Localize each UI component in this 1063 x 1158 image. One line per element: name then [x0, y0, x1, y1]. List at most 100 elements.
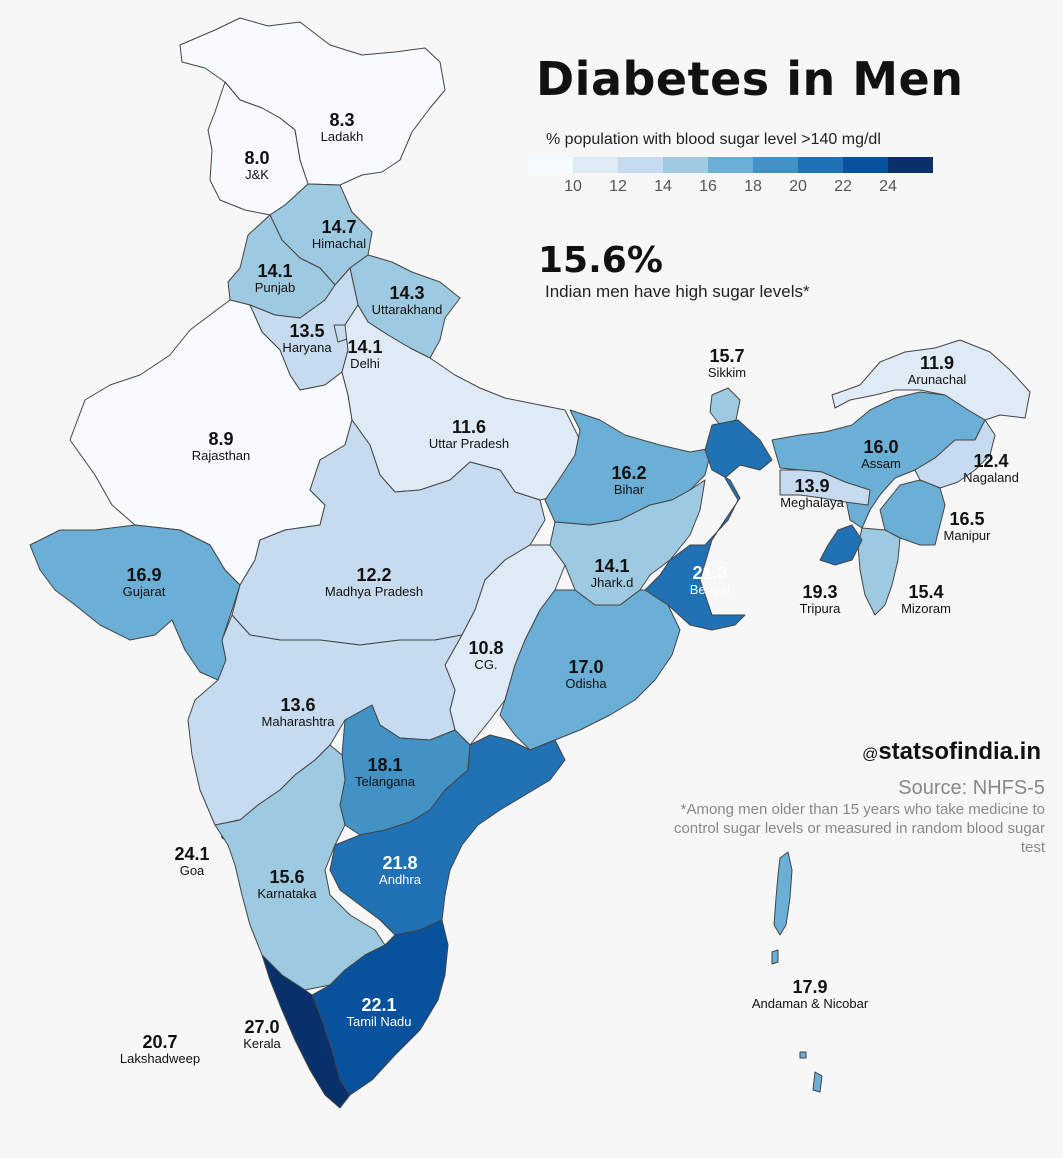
headline-value: 15.6%	[538, 240, 663, 281]
region-label: 14.7 Himachal	[312, 217, 366, 251]
region-value: 15.7	[709, 346, 745, 366]
region-label: 12.2 Madhya Pradesh	[325, 565, 423, 599]
region-kerala	[261, 954, 351, 1109]
region-value: 13.9	[794, 476, 830, 496]
region-label: 20.7 Lakshadweep	[120, 1032, 200, 1066]
region-nicobar-island-2	[799, 1051, 807, 1059]
region-label: 14.1 Jhark.d	[591, 556, 634, 590]
region-name: Telangana	[355, 774, 415, 789]
region-label: 15.7 Sikkim	[708, 346, 746, 380]
legend-tick-label: 20	[789, 178, 807, 195]
region-value: 15.4	[908, 582, 944, 602]
region-sikkim	[709, 387, 741, 426]
region-label: 15.4 Mizoram	[901, 582, 951, 616]
region-value: 11.6	[451, 417, 487, 437]
region-name: Uttarakhand	[371, 302, 443, 317]
region-label: 14.1 Delhi	[347, 337, 382, 371]
region-value: 15.6	[269, 867, 305, 887]
region-value: 16.2	[611, 463, 647, 483]
region-andaman-island-2	[771, 949, 779, 965]
region-value: 10.8	[468, 638, 504, 658]
region-name: Gujarat	[122, 584, 166, 599]
region-value: 21.3	[692, 563, 728, 583]
region-gujarat	[29, 524, 241, 681]
region-label: 8.9 Rajasthan	[192, 429, 251, 463]
region-name: Andaman & Nicobar	[751, 996, 869, 1011]
region-value: 16.0	[863, 437, 899, 457]
region-value: 13.6	[280, 695, 316, 715]
region-name: Karnataka	[257, 886, 317, 901]
legend-tick-label: 22	[834, 178, 852, 195]
region-value: 16.9	[126, 565, 162, 585]
legend-tick-label: 14	[654, 178, 672, 195]
region-name: Odisha	[565, 676, 607, 691]
region-name: Kerala	[243, 1036, 281, 1051]
region-label: 18.1 Telangana	[355, 755, 415, 789]
legend-swatch	[528, 157, 573, 173]
region-name: Mizoram	[901, 601, 951, 616]
region-name: Uttar Pradesh	[428, 436, 510, 451]
region-value: 22.1	[361, 995, 397, 1015]
region-label: 8.3 Ladakh	[321, 110, 364, 144]
legend-tick-label: 12	[609, 178, 627, 195]
region-label: 10.8 CG.	[468, 638, 503, 672]
region-nicobar	[812, 1071, 823, 1093]
region-label: 17.9 Andaman & Nicobar	[752, 977, 868, 1011]
region-value: 14.7	[321, 217, 357, 237]
region-value: 11.9	[919, 353, 955, 373]
legend-swatch	[798, 157, 843, 173]
region-value: 14.1	[594, 556, 630, 576]
region-label: 21.8 Andhra	[379, 853, 421, 887]
region-arunachal	[831, 339, 1031, 421]
credit-name: statsofindia.in	[878, 738, 1041, 765]
legend-tick-label: 24	[879, 178, 897, 195]
region-value: 8.3	[329, 110, 355, 130]
region-odisha	[499, 589, 681, 751]
map-title: Diabetes in Men	[536, 52, 964, 106]
region-label: 22.1 Tamil Nadu	[346, 995, 411, 1029]
region-name: Sikkim	[707, 365, 747, 380]
region-value: 17.0	[568, 657, 604, 677]
region-label: 11.9 Arunachal	[908, 353, 967, 387]
legend-swatch	[663, 157, 708, 173]
region-name: Meghalaya	[780, 495, 844, 510]
region-value: 14.3	[389, 283, 425, 303]
region-label: 14.1 Punjab	[255, 261, 295, 295]
legend-title: % population with blood sugar level >140…	[546, 131, 881, 148]
credit-handle: @statsofindia.in	[862, 738, 1041, 766]
region-name: Himachal	[311, 236, 367, 251]
source-text: Source: NHFS-5	[898, 777, 1045, 799]
region-label: 8.0 J&K	[244, 148, 269, 182]
region-label: 17.0 Odisha	[565, 657, 606, 691]
region-label: 21.3 Bengal	[690, 563, 730, 597]
region-label: 16.2 Bihar	[611, 463, 646, 497]
region-name: Tamil Nadu	[346, 1014, 412, 1029]
region-label: 27.0 Kerala	[243, 1017, 281, 1051]
region-label: 13.6 Maharashtra	[262, 695, 335, 729]
legend-color-scale	[528, 157, 933, 173]
region-value: 14.1	[257, 261, 293, 281]
region-value: 12.2	[356, 565, 392, 585]
region-name: Bengal	[689, 582, 731, 597]
legend-tick-label: 18	[744, 178, 762, 195]
region-label: 16.0 Assam	[861, 437, 901, 471]
region-label: 19.3 Tripura	[800, 582, 841, 616]
region-name: Arunachal	[907, 372, 967, 387]
region-name: Andhra	[379, 872, 421, 887]
region-name: Ladakh	[320, 129, 364, 144]
region-value: 17.9	[792, 977, 828, 997]
legend-swatch	[843, 157, 888, 173]
region-value: 16.5	[949, 509, 985, 529]
legend-ticks: 10 12 14 16 18 20 22 24	[528, 178, 933, 198]
region-mizoram	[857, 527, 901, 616]
region-label: 12.4 Nagaland	[963, 451, 1019, 485]
region-name: Delhi	[350, 356, 380, 371]
legend-swatch	[888, 157, 933, 173]
region-name: Jhark.d	[590, 575, 634, 590]
region-name: Manipur	[943, 528, 991, 543]
region-value: 13.5	[289, 321, 325, 341]
region-value: 24.1	[174, 844, 210, 864]
headline-text: Indian men have high sugar levels*	[545, 282, 810, 301]
region-value: 8.0	[244, 148, 270, 168]
